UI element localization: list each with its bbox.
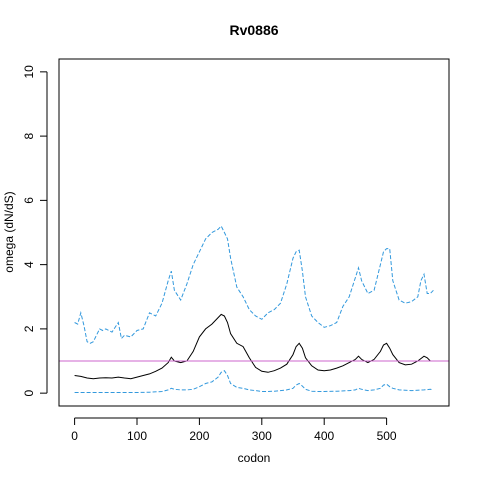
x-tick-label: 100: [127, 429, 147, 443]
x-tick-label: 200: [189, 429, 209, 443]
y-tick-label: 10: [22, 65, 36, 79]
y-tick-label: 4: [22, 261, 36, 268]
x-tick-label: 0: [71, 429, 78, 443]
plot-frame: [58, 58, 450, 407]
y-axis-label: omega (dN/dS): [2, 191, 16, 272]
y-axis: 0 2 4 6 8 10: [22, 65, 48, 396]
y-tick-label: 0: [22, 389, 36, 396]
series-line-upper-interval: [74, 225, 434, 344]
series-layer: [74, 225, 434, 393]
x-tick-label: 500: [377, 429, 397, 443]
y-tick-label: 8: [22, 132, 36, 139]
plot-area: [58, 58, 450, 407]
y-tick-label: 6: [22, 197, 36, 204]
y-tick-label: 2: [22, 325, 36, 332]
x-tick-label: 400: [314, 429, 334, 443]
series-line-lower-interval: [74, 370, 434, 393]
series-line-estimate: [74, 313, 434, 380]
x-tick-label: 300: [252, 429, 272, 443]
x-axis: 0 100 200 300 400 500: [71, 417, 397, 443]
x-axis-label: codon: [238, 451, 271, 465]
chart-title: Rv0886: [229, 22, 278, 38]
